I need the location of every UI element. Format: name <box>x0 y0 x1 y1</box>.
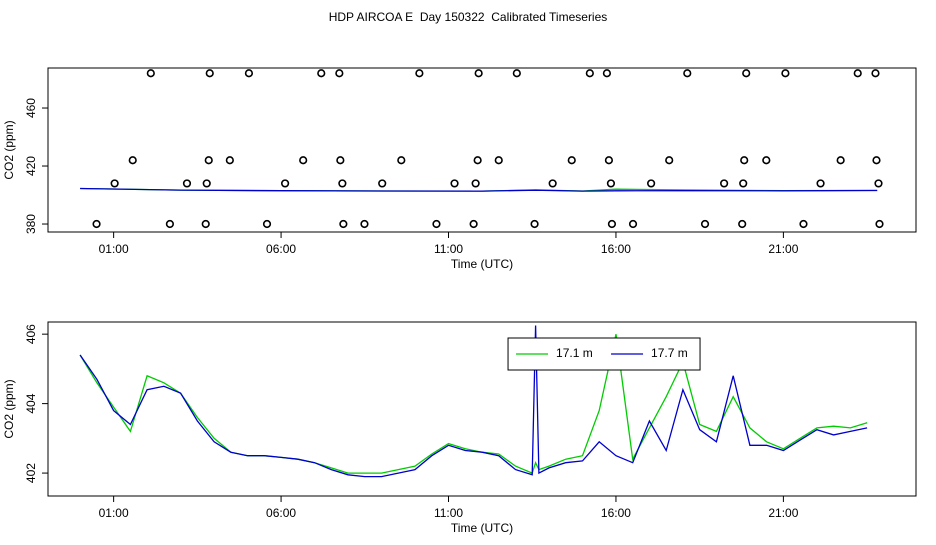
data-point <box>204 156 213 165</box>
data-point <box>799 219 808 229</box>
chart-title: HDP AIRCOA E Day 150322 Calibrated Times… <box>329 10 608 24</box>
y-tick-label: 460 <box>24 98 38 118</box>
x-tick-label: 16:00 <box>601 506 631 520</box>
data-point <box>683 69 692 78</box>
data-point <box>585 69 594 78</box>
data-point <box>512 69 521 78</box>
data-point <box>872 156 881 165</box>
x-tick-label: 11:00 <box>434 506 463 520</box>
data-point <box>874 179 883 188</box>
data-point <box>280 179 290 188</box>
y-tick-label: 420 <box>24 156 38 176</box>
data-point <box>607 219 617 229</box>
data-point <box>742 69 751 78</box>
y-axis-label: CO2 (ppm) <box>2 379 16 438</box>
data-point <box>338 179 347 188</box>
data-point <box>720 179 729 188</box>
data-point <box>700 219 710 229</box>
data-point <box>602 69 612 78</box>
y-tick-label: 402 <box>24 463 38 483</box>
data-line <box>80 187 878 192</box>
data-point <box>469 219 478 229</box>
data-point <box>244 69 254 78</box>
data-point <box>378 179 387 188</box>
x-axis-label: Time (UTC) <box>451 257 513 271</box>
plot-frame <box>47 67 917 233</box>
data-point <box>317 69 326 78</box>
x-tick-label: 21:00 <box>768 242 798 256</box>
data-point <box>360 219 369 229</box>
x-tick-label: 06:00 <box>266 506 296 520</box>
data-point <box>530 219 539 229</box>
data-point <box>740 156 749 165</box>
data-point <box>494 156 503 165</box>
data-point <box>165 219 174 229</box>
data-point <box>202 179 211 188</box>
data-point <box>548 179 557 188</box>
plot-frame <box>47 321 917 497</box>
y-tick-label: 404 <box>24 393 38 413</box>
y-tick-label: 406 <box>24 324 38 344</box>
data-point <box>201 219 210 229</box>
data-point <box>474 69 483 78</box>
data-point <box>738 219 747 229</box>
data-point <box>816 179 825 188</box>
x-tick-label: 06:00 <box>266 242 296 256</box>
data-point <box>450 179 459 188</box>
data-point <box>128 156 137 165</box>
data-point <box>836 156 845 165</box>
legend-label: 17.7 m <box>651 346 688 360</box>
data-point <box>628 219 638 229</box>
x-tick-label: 01:00 <box>99 242 129 256</box>
data-point <box>762 156 771 165</box>
data-point <box>665 156 674 165</box>
data-point <box>205 69 214 78</box>
x-tick-label: 01:00 <box>99 506 129 520</box>
data-point <box>262 219 272 229</box>
data-point <box>606 179 616 188</box>
data-point <box>871 69 880 78</box>
data-point <box>335 69 344 78</box>
data-line <box>79 334 868 474</box>
x-tick-label: 11:00 <box>434 242 463 256</box>
data-point <box>781 69 790 78</box>
data-point <box>875 219 884 229</box>
data-point <box>299 156 308 165</box>
y-tick-label: 380 <box>24 214 38 234</box>
x-tick-label: 21:00 <box>768 506 798 520</box>
data-point <box>92 219 101 229</box>
data-point <box>182 179 192 188</box>
data-point <box>146 69 155 78</box>
data-point <box>471 179 480 188</box>
data-point <box>336 156 345 165</box>
data-point <box>647 179 656 188</box>
data-point <box>432 219 441 229</box>
data-point <box>339 219 348 229</box>
data-point <box>415 69 424 78</box>
data-point <box>397 156 406 165</box>
legend-label: 17.1 m <box>556 346 593 360</box>
data-point <box>739 179 748 188</box>
x-tick-label: 16:00 <box>601 242 631 256</box>
data-point <box>225 156 234 165</box>
data-line <box>79 325 868 478</box>
data-point <box>567 156 576 165</box>
y-axis-label: CO2 (ppm) <box>2 120 16 179</box>
data-point <box>604 156 614 165</box>
data-point <box>110 179 119 188</box>
x-axis-label: Time (UTC) <box>451 521 513 535</box>
data-point <box>853 69 862 78</box>
data-point <box>473 156 482 165</box>
